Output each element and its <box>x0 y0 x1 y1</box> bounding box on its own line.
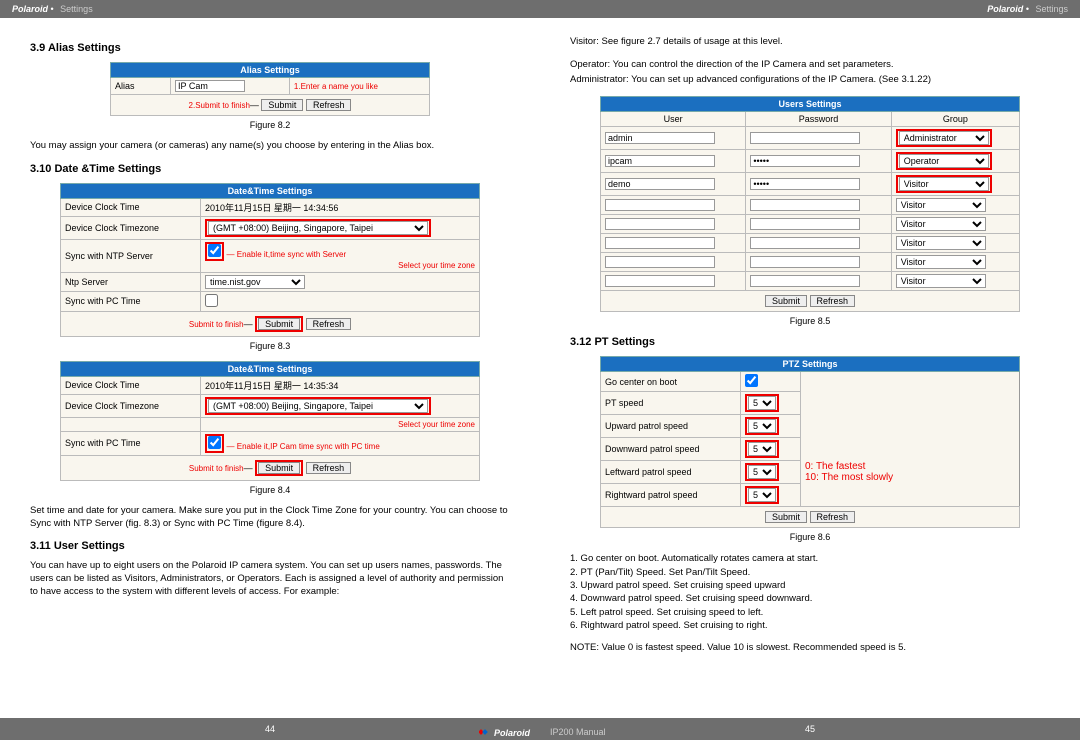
ntp-checkbox[interactable] <box>208 244 221 257</box>
fig-8-4: Figure 8.4 <box>30 485 510 495</box>
intro-visitor: Visitor: See figure 2.7 details of usage… <box>570 36 1050 49</box>
alias-refresh-button[interactable]: Refresh <box>306 99 352 111</box>
heading-alias: 3.9 Alias Settings <box>30 42 510 54</box>
pc-checkbox-1[interactable] <box>205 294 218 307</box>
fig-8-6: Figure 8.6 <box>570 532 1050 542</box>
users-table: Users Settings User Password Group Admin… <box>600 96 1020 312</box>
user-input[interactable] <box>605 199 715 211</box>
pt-speed-select[interactable]: 5 <box>748 442 776 456</box>
group-select[interactable]: Operator <box>899 154 989 168</box>
footer: 44 Polaroid IP200 Manual 45 <box>0 718 1080 740</box>
user-input[interactable] <box>605 218 715 230</box>
alias-para: You may assign your camera (or cameras) … <box>30 140 510 153</box>
left-page: 3.9 Alias Settings Alias Settings Alias … <box>0 18 540 718</box>
pt-speed-select[interactable]: 5 <box>748 419 776 433</box>
page-num-right: 45 <box>805 724 815 734</box>
polaroid-icon <box>479 727 491 739</box>
group-select[interactable]: Visitor <box>896 255 986 269</box>
group-select[interactable]: Visitor <box>896 236 986 250</box>
pwd-input[interactable] <box>750 178 860 190</box>
user-input[interactable] <box>605 178 715 190</box>
group-select[interactable]: Visitor <box>896 198 986 212</box>
group-select[interactable]: Visitor <box>896 217 986 231</box>
brand-right: Polaroid <box>987 4 1023 14</box>
user-input[interactable] <box>605 256 715 268</box>
intro-admin: Administrator: You can set up advanced c… <box>570 74 1050 87</box>
pwd-input[interactable] <box>750 256 860 268</box>
pt-note: NOTE: Value 0 is fastest speed. Value 10… <box>570 642 1050 655</box>
alias-submit-button[interactable]: Submit <box>261 99 303 111</box>
pc-checkbox-2[interactable] <box>208 436 221 449</box>
alias-input[interactable] <box>175 80 245 92</box>
ntp-server-select[interactable]: time.nist.gov <box>205 275 305 289</box>
user-input[interactable] <box>605 132 715 144</box>
tz-select-2[interactable]: (GMT +08:00) Beijing, Singapore, Taipei <box>208 399 428 413</box>
group-select[interactable]: Visitor <box>896 274 986 288</box>
pwd-input[interactable] <box>750 237 860 249</box>
users-submit-button[interactable]: Submit <box>765 295 807 307</box>
fig-8-3: Figure 8.3 <box>30 341 510 351</box>
datetime-table-1: Date&Time Settings Device Clock Time2010… <box>60 183 480 337</box>
top-bar: Polaroid • Settings Polaroid • Settings <box>0 0 1080 18</box>
user-input[interactable] <box>605 155 715 167</box>
fig-8-5: Figure 8.5 <box>570 316 1050 326</box>
pwd-input[interactable] <box>750 218 860 230</box>
user-input[interactable] <box>605 237 715 249</box>
brand-left: Polaroid <box>12 4 48 14</box>
alias-table: Alias Settings Alias 1.Enter a name you … <box>110 62 430 116</box>
manual-label: IP200 Manual <box>550 727 606 737</box>
user-input[interactable] <box>605 275 715 287</box>
dt2-submit-button[interactable]: Submit <box>258 462 300 474</box>
group-select[interactable]: Visitor <box>899 177 989 191</box>
footer-logo: Polaroid <box>479 727 530 739</box>
pt-list: 1. Go center on boot. Automatically rota… <box>570 552 1050 632</box>
tz-select-1[interactable]: (GMT +08:00) Beijing, Singapore, Taipei <box>208 221 428 235</box>
pt-table: PTZ Settings Go center on bootPT speed5U… <box>600 356 1020 528</box>
datetime-table-2: Date&Time Settings Device Clock Time2010… <box>60 361 480 481</box>
heading-user: 3.11 User Settings <box>30 540 510 552</box>
heading-pt: 3.12 PT Settings <box>570 336 1050 348</box>
pt-speed-select[interactable]: 5 <box>748 465 776 479</box>
pt-speed-select[interactable]: 5 <box>748 488 776 502</box>
dt1-submit-button[interactable]: Submit <box>258 318 300 330</box>
user-para: You can have up to eight users on the Po… <box>30 560 510 598</box>
pt-submit-button[interactable]: Submit <box>765 511 807 523</box>
dt1-refresh-button[interactable]: Refresh <box>306 318 352 330</box>
pt-speed-select[interactable]: 5 <box>748 396 776 410</box>
heading-datetime: 3.10 Date &Time Settings <box>30 163 510 175</box>
pwd-input[interactable] <box>750 132 860 144</box>
pt-refresh-button[interactable]: Refresh <box>810 511 856 523</box>
dt-para: Set time and date for your camera. Make … <box>30 505 510 531</box>
fig-8-2: Figure 8.2 <box>30 120 510 130</box>
pwd-input[interactable] <box>750 155 860 167</box>
dt2-refresh-button[interactable]: Refresh <box>306 462 352 474</box>
right-page: Visitor: See figure 2.7 details of usage… <box>540 18 1080 718</box>
pwd-input[interactable] <box>750 199 860 211</box>
pt-center-checkbox[interactable] <box>745 374 758 387</box>
group-select[interactable]: Administrator <box>899 131 989 145</box>
users-refresh-button[interactable]: Refresh <box>810 295 856 307</box>
intro-operator: Operator: You can control the direction … <box>570 59 1050 72</box>
page-num-left: 44 <box>265 724 275 734</box>
pwd-input[interactable] <box>750 275 860 287</box>
